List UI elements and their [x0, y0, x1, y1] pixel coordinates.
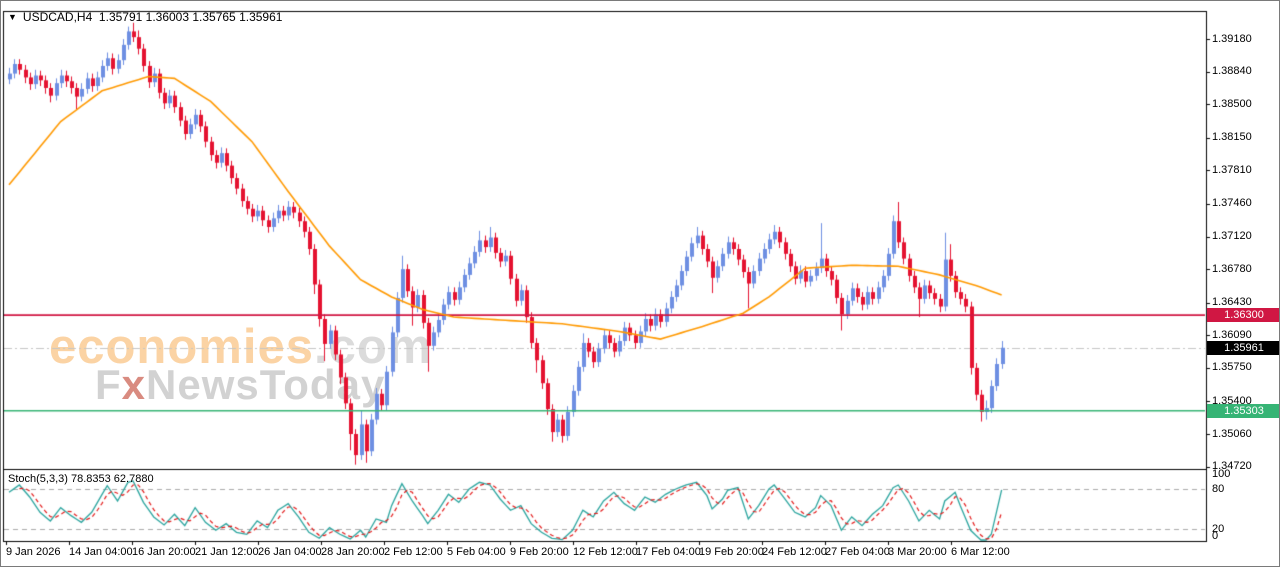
current-price-badge: 1.35961: [1207, 340, 1279, 355]
price-tick-label: 1.34720: [1212, 460, 1252, 473]
time-tick-label: 19 Feb 20:00: [699, 546, 764, 558]
time-tick-label: 27 Feb 04:00: [825, 546, 890, 558]
price-tick-label: 1.37810: [1212, 163, 1252, 176]
time-tick-label: 24 Feb 12:00: [762, 546, 827, 558]
price-tick-label: 1.39180: [1212, 32, 1252, 45]
price-tick-label: 1.36090: [1212, 328, 1252, 341]
time-tick-label: 6 Mar 12:00: [951, 546, 1010, 558]
stoch-scale-label: 80: [1212, 482, 1225, 495]
stoch-scale-label: 100: [1212, 468, 1231, 480]
time-tick-label: 14 Jan 04:00: [69, 546, 133, 558]
price-tick-label: 1.35400: [1212, 394, 1252, 407]
price-tick-label: 1.35060: [1212, 427, 1252, 440]
stoch-scale-label: 20: [1212, 522, 1225, 535]
symbol-dropdown-icon[interactable]: ▼: [8, 12, 17, 22]
time-tick-label: 12 Feb 12:00: [573, 546, 638, 558]
stoch-indicator-label: Stoch(5,3,3) 78.8353 62.7880: [8, 473, 154, 485]
time-tick-label: 21 Jan 12:00: [195, 546, 259, 558]
price-tick-label: 1.36430: [1212, 296, 1252, 309]
chart-title-text: USDCAD,H4 1.35791 1.36003 1.35765 1.3596…: [22, 10, 283, 24]
price-tick-label: 1.38150: [1212, 131, 1252, 144]
resistance-price-badge: 1.36300: [1207, 308, 1279, 323]
price-tick-label: 1.38840: [1212, 65, 1252, 78]
price-tick-label: 1.38500: [1212, 97, 1252, 110]
price-tick-label: 1.35750: [1212, 361, 1252, 374]
time-tick-label: 9 Jan 2026: [6, 546, 61, 558]
time-tick-label: 5 Feb 04:00: [447, 546, 506, 558]
time-tick-label: 9 Feb 20:00: [510, 546, 569, 558]
time-tick-label: 2 Feb 12:00: [384, 546, 443, 558]
time-tick-label: 26 Jan 04:00: [258, 546, 322, 558]
price-tick-label: 1.37120: [1212, 230, 1252, 243]
time-tick-label: 28 Jan 20:00: [321, 546, 385, 558]
price-tick-label: 1.37460: [1212, 197, 1252, 210]
price-tick-label: 1.36780: [1212, 262, 1252, 275]
chart-title-bar: ▼ USDCAD,H4 1.35791 1.36003 1.35765 1.359…: [8, 10, 282, 24]
time-tick-label: 17 Feb 04:00: [636, 546, 701, 558]
support-price-badge: 1.35303: [1207, 403, 1279, 418]
time-tick-label: 3 Mar 20:00: [888, 546, 947, 558]
stoch-scale-label: 0: [1212, 530, 1219, 542]
time-tick-label: 16 Jan 20:00: [132, 546, 196, 558]
